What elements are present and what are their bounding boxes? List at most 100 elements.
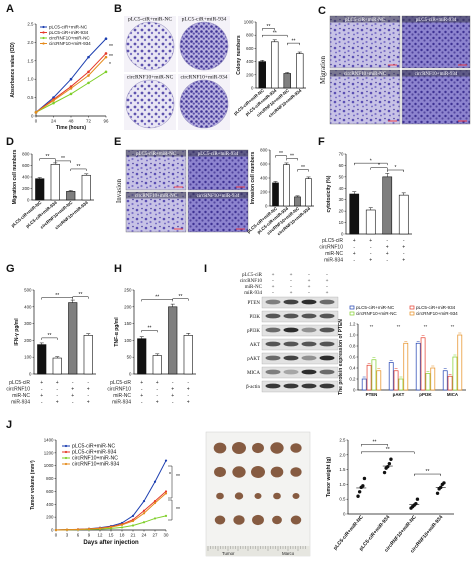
panel-h-membrane bbox=[261, 380, 339, 393]
panel-h-band bbox=[283, 355, 299, 361]
panel-b-dish-label: pLC5-ciR+miR-934 bbox=[182, 17, 227, 23]
panel-d-tile-2-label-band bbox=[188, 150, 248, 157]
panel-e-ylabel: cytotoxicity (%) bbox=[326, 175, 332, 212]
sign-table-cell: + bbox=[71, 387, 74, 393]
panel-i-ytick-label: 1000 bbox=[44, 463, 54, 468]
panel-h-header-sign: - bbox=[290, 279, 292, 284]
panel-h-band bbox=[283, 341, 299, 347]
sign-table-row-label: miR-NC bbox=[113, 393, 131, 399]
panel-e-bar bbox=[349, 193, 360, 235]
panel-a-point bbox=[34, 111, 38, 114]
panel-h-ytick-label: 0 bbox=[353, 388, 356, 393]
panel-b-ytick-label: 1000 bbox=[244, 20, 254, 25]
panel-a-legend-marker bbox=[42, 31, 45, 34]
panel-h-ytick-label: 0.8 bbox=[349, 344, 356, 349]
panel-d-signif: ** bbox=[279, 151, 283, 157]
panel-i-xtick-label: 6 bbox=[77, 533, 80, 538]
panel-d-bracket bbox=[275, 155, 287, 158]
sign-table-cell: + bbox=[353, 251, 356, 257]
panel-e-ytick-label: 10 bbox=[339, 220, 344, 225]
panel-j-ruler-text: Marco bbox=[282, 551, 295, 556]
sign-table-row-label: circRNF10 bbox=[6, 387, 30, 393]
panel-d-tile-1-label: pLC5-ciR+miR-NC bbox=[136, 152, 177, 157]
sign-table-cell: - bbox=[87, 380, 89, 386]
panel-c-tile-2: pLC5-ciR+miR-934 bbox=[401, 15, 471, 69]
panel-h-header-sign: - bbox=[308, 273, 310, 278]
panel-c-tile-2-image bbox=[401, 15, 471, 69]
panel-c-tile-3: circRNF10+miR-NC bbox=[329, 69, 401, 125]
panel-letter-c: C bbox=[318, 5, 326, 17]
panel-j-tumor bbox=[270, 442, 284, 454]
panel-a-point bbox=[104, 70, 108, 74]
panel-j-tumor bbox=[290, 515, 302, 525]
panel-h-header-label: miR-934 bbox=[244, 291, 262, 296]
panel-i-signif: ** bbox=[176, 507, 180, 513]
panel-b-ylabel: Colony numbers bbox=[236, 35, 242, 75]
panel-h-legend-swatch bbox=[349, 311, 355, 316]
sign-table-cell: - bbox=[141, 387, 143, 393]
sign-table-cell: + bbox=[402, 245, 405, 251]
panel-j-ytick-label: 2.5 bbox=[339, 438, 346, 443]
sign-table-cell: + bbox=[187, 387, 190, 393]
panel-j-tumor bbox=[254, 493, 262, 499]
panel-a-point bbox=[52, 99, 55, 102]
panel-a-ytick-label: 0 bbox=[31, 114, 34, 119]
panel-d-tile-4: circRNF10+miR-934 bbox=[187, 191, 249, 233]
sign-table-cell: + bbox=[40, 393, 43, 399]
panel-h-band bbox=[301, 327, 317, 333]
panel-h-band bbox=[301, 355, 317, 361]
panel-g-bar bbox=[183, 335, 193, 375]
panel-h-ytick-label: 1.0 bbox=[349, 333, 356, 338]
panel-i-point bbox=[164, 459, 168, 462]
panel-i-xtick-label: 30 bbox=[164, 533, 169, 538]
panel-e-ytick-label: 70 bbox=[339, 152, 344, 157]
panel-b-bar bbox=[283, 73, 291, 89]
panel-b-bracket bbox=[262, 34, 288, 38]
sign-table-cell: + bbox=[353, 238, 356, 244]
panel-h-band bbox=[265, 369, 281, 375]
panel-h-bar bbox=[366, 364, 372, 391]
panel-d-ylabel: Invasion cell numbers bbox=[250, 152, 256, 205]
panel-d-tile-1-image bbox=[125, 149, 187, 191]
panel-i-point bbox=[98, 527, 102, 530]
panel-h-band bbox=[301, 313, 317, 319]
panel-h-protein-label: AKT bbox=[250, 343, 260, 348]
panel-j-point bbox=[414, 501, 418, 506]
panel-i-legend-label: pLC5-ciR+miR-934 bbox=[72, 450, 116, 456]
panel-h-bar bbox=[388, 362, 394, 391]
sign-table-cell: + bbox=[369, 258, 372, 264]
panel-f-ytick-label: 300 bbox=[24, 321, 32, 326]
panel-d-bracket bbox=[297, 169, 309, 172]
panel-i-xtick-label: 21 bbox=[131, 533, 136, 538]
panel-j-tumor bbox=[232, 466, 246, 478]
panel-c-tile-1-image bbox=[329, 15, 401, 69]
panel-d-tile-1-label-band bbox=[126, 150, 186, 157]
panel-a-point bbox=[104, 37, 108, 41]
panel-i-ytick-label: 800 bbox=[46, 476, 54, 481]
panel-h-bar bbox=[376, 370, 382, 391]
panel-j-point bbox=[357, 490, 362, 494]
panel-a-ylabel: Absorbance value (OD) bbox=[10, 42, 16, 98]
panel-b-dish-2: pLC5-ciR+miR-934 bbox=[178, 16, 230, 72]
panel-j-point bbox=[386, 464, 390, 469]
panel-g-bracket bbox=[141, 330, 158, 333]
panel-h-header-sign: + bbox=[308, 285, 311, 290]
panel-d-side-label: Invasion bbox=[115, 178, 123, 203]
panel-h-band bbox=[265, 299, 281, 305]
panel-h-bar bbox=[371, 359, 377, 391]
panel-i-series-line bbox=[55, 491, 167, 531]
panel-c-ytick-label: 800 bbox=[22, 152, 30, 157]
panel-i-point bbox=[65, 528, 69, 531]
panel-j-signif: ** bbox=[426, 469, 430, 475]
panel-a-xtick-label: 0 bbox=[35, 119, 38, 124]
panel-f-bar bbox=[37, 344, 47, 375]
panel-i-point bbox=[153, 480, 157, 483]
panel-c-ytick-label: 200 bbox=[22, 186, 30, 191]
panel-h-band bbox=[301, 341, 317, 347]
panel-e-ytick-label: 0 bbox=[341, 232, 344, 237]
panel-h-band bbox=[319, 299, 335, 305]
panel-j-ytick-label: 0.5 bbox=[339, 497, 346, 502]
panel-b-dish bbox=[125, 79, 175, 129]
sign-table-cell: + bbox=[87, 400, 90, 406]
panel-c-signif: ** bbox=[77, 164, 81, 170]
